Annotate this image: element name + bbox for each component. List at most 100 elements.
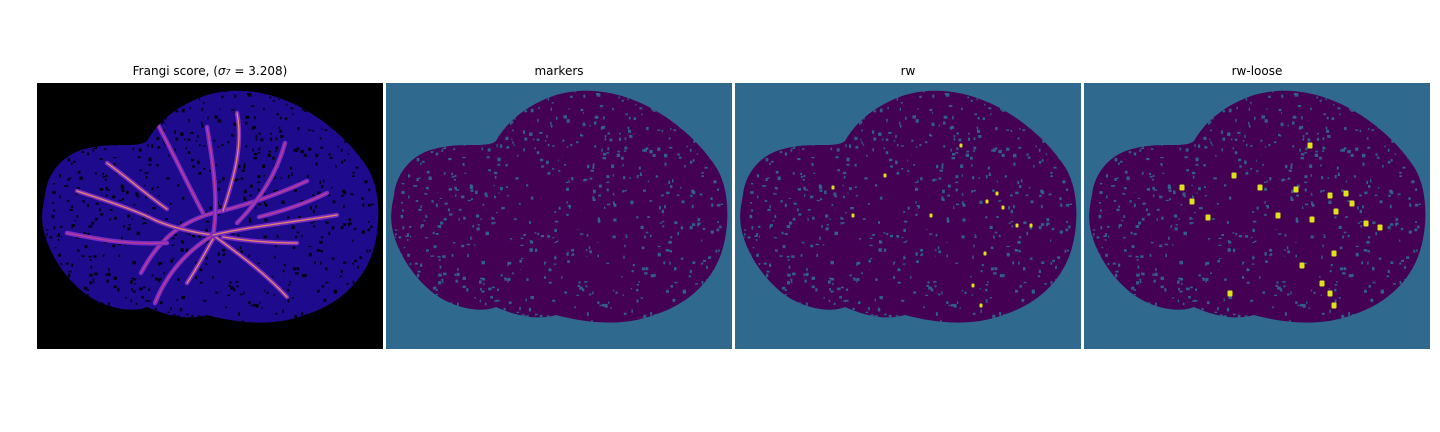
panel-title-rw-loose: rw-loose	[1231, 64, 1283, 78]
vessel	[851, 233, 913, 305]
vessel	[853, 121, 903, 215]
segmentation-highlight	[1343, 190, 1349, 197]
texture-layer	[1089, 90, 1426, 323]
vessel-core	[76, 190, 214, 236]
segmentation-highlight	[959, 143, 963, 148]
segmentation-highlight	[1377, 224, 1383, 231]
vessel	[414, 231, 518, 246]
vessel	[1258, 213, 1386, 237]
vessel-core	[186, 238, 214, 284]
vessel-core	[154, 234, 214, 304]
vessel	[803, 161, 867, 211]
segmentation-highlight	[1275, 212, 1281, 219]
vessel	[502, 233, 564, 305]
vessel	[1122, 189, 1262, 237]
segmentation-highlight	[1189, 198, 1195, 205]
rw-loose-canvas	[1084, 83, 1430, 349]
segmentation-highlight	[1231, 172, 1237, 179]
vessel	[570, 235, 648, 245]
segmentation-highlight	[1363, 220, 1369, 227]
vessel-core	[106, 162, 168, 210]
segmentation-highlight	[1227, 290, 1233, 297]
segmentation-highlight	[1299, 262, 1305, 269]
vessel	[1258, 233, 1336, 299]
vessel	[560, 233, 638, 299]
vessel	[1152, 161, 1216, 211]
vessel	[560, 213, 688, 237]
rw-canvas	[735, 83, 1081, 349]
segmentation-highlight	[995, 191, 999, 196]
vessel-core	[222, 112, 240, 212]
vessel	[919, 111, 939, 213]
vessel	[488, 179, 658, 275]
segmentation-highlight	[1205, 214, 1211, 221]
segmentation-highlight	[1331, 302, 1337, 309]
vessel	[424, 189, 564, 237]
rw-image	[735, 83, 1081, 349]
segmentation-highlight	[1029, 223, 1033, 228]
panel-title-frangi: Frangi score, (σ7 = 3.208)	[132, 64, 288, 78]
vessel-core	[140, 180, 308, 274]
vessel	[909, 233, 987, 299]
frangi-score-image	[37, 83, 383, 349]
segmentation-highlight	[929, 213, 933, 218]
segmentation-highlight	[1179, 184, 1185, 191]
vessel	[606, 191, 678, 219]
vessel	[1112, 231, 1216, 246]
vessel	[1268, 111, 1288, 213]
vessel	[570, 111, 590, 213]
vessel	[955, 191, 1027, 219]
vessel	[1252, 125, 1265, 237]
frangi-score-canvas	[37, 83, 383, 349]
markers-canvas	[386, 83, 732, 349]
segmentation-highlight	[979, 303, 983, 308]
segmentation-highlight	[1331, 250, 1337, 257]
markers-image	[386, 83, 732, 349]
vessel	[763, 231, 867, 246]
tissue-region	[391, 90, 728, 323]
segmentation-highlight	[1327, 290, 1333, 297]
segmentation-highlight	[1349, 200, 1355, 207]
vessel-core	[212, 214, 338, 236]
vessel	[1200, 233, 1262, 305]
vessel-core	[222, 236, 298, 244]
vessel	[933, 141, 985, 225]
segmentation-highlight	[1293, 186, 1299, 193]
vessel	[584, 141, 636, 225]
segmentation-highlight	[1333, 208, 1339, 215]
vessel	[909, 213, 1037, 237]
vessel-core	[236, 142, 286, 224]
vessel	[837, 179, 1007, 275]
vessel	[454, 161, 518, 211]
texture-layer	[740, 90, 1077, 323]
vessel	[919, 235, 997, 245]
segmentation-highlight	[985, 199, 989, 204]
vessel-core	[212, 234, 288, 298]
segmentation-highlight	[831, 185, 835, 190]
vessel	[883, 237, 913, 285]
segmentation-highlight	[983, 251, 987, 256]
vessel	[1186, 179, 1356, 275]
vessel-core	[206, 126, 217, 236]
segmentation-highlight	[1257, 184, 1263, 191]
vessel	[1202, 121, 1252, 215]
vessel	[773, 189, 913, 237]
segmentation-highlight	[1319, 280, 1325, 287]
vessel-core	[156, 122, 204, 214]
rw-loose-image	[1084, 83, 1430, 349]
tissue-region	[42, 90, 379, 323]
vessel	[1282, 141, 1334, 225]
vessel	[903, 125, 916, 237]
segmentation-highlight	[1327, 192, 1333, 199]
segmentation-highlight	[1309, 216, 1315, 223]
vessel	[1268, 235, 1346, 245]
segmentation-highlight	[1015, 223, 1019, 228]
vessel	[534, 237, 564, 285]
vessel-core	[66, 232, 168, 245]
tissue-region	[1089, 90, 1426, 323]
segmentation-highlight	[1001, 205, 1005, 210]
segmentation-highlight	[1307, 142, 1313, 149]
vessel	[1304, 191, 1376, 219]
vessel	[504, 121, 554, 215]
vessel	[1232, 237, 1262, 285]
